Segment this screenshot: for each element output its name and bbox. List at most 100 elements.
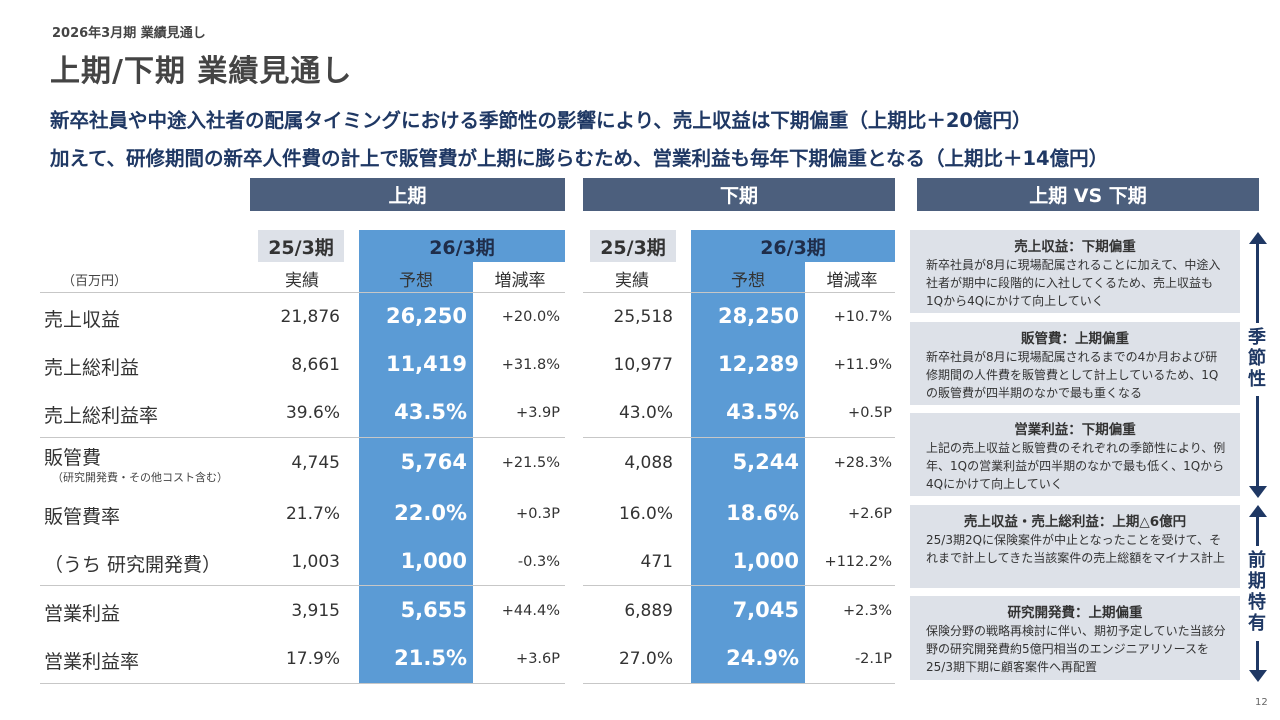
row-divider bbox=[40, 437, 565, 438]
cell-h1-forecast: 5,764 bbox=[400, 450, 467, 474]
cell-h2-forecast: 43.5% bbox=[726, 400, 799, 424]
side-label-special: 前期特有 bbox=[1248, 550, 1266, 634]
row-label: （うち 研究開発費） bbox=[44, 554, 222, 576]
comment-box-title: 研究開発費：上期偏重 bbox=[1007, 605, 1143, 621]
page-title: 上期/下期 業績見通し bbox=[50, 54, 353, 89]
cell-h1-forecast: 21.5% bbox=[394, 646, 467, 670]
cell-h1-forecast: 43.5% bbox=[394, 400, 467, 424]
comment-box-body: 保険分野の戦略再検討に伴い、期初予定していた当該分野の研究開発費約5億円相当のエ… bbox=[926, 624, 1226, 674]
cell-h2-forecast: 18.6% bbox=[726, 501, 799, 525]
col-head-h2-forecast: 予想 bbox=[731, 271, 765, 291]
comment-box-body: 25/3期2Qに保険案件が中止となったことを受けて、それまで計上してきた当該案件… bbox=[926, 533, 1226, 565]
row-label: 売上総利益率 bbox=[44, 405, 159, 427]
section-header-second-half: 下期 bbox=[583, 178, 895, 211]
row-sublabel: （研究開発費・その他コスト含む） bbox=[52, 471, 228, 484]
cell-h1-actual: 21.7% bbox=[285, 504, 340, 524]
cell-h2-change: +0.5P bbox=[848, 405, 892, 421]
cell-h2-change: -2.1P bbox=[854, 651, 892, 667]
cell-h2-change: +10.7% bbox=[833, 309, 892, 325]
section-header-compare: 上期 VS 下期 bbox=[917, 178, 1259, 211]
cell-h1-actual: 39.6% bbox=[285, 403, 340, 423]
cell-h2-actual: 10,977 bbox=[613, 355, 673, 375]
col-head-h2-actual: 実績 bbox=[615, 271, 649, 291]
cell-h1-actual: 21,876 bbox=[280, 307, 340, 327]
row-divider bbox=[40, 585, 565, 586]
year-header-h1-prev: 25/3期 bbox=[258, 230, 344, 262]
col-head-h1-forecast: 予想 bbox=[399, 271, 433, 291]
row-label: 営業利益率 bbox=[44, 651, 140, 673]
year-header-h2-curr: 26/3期 bbox=[691, 230, 895, 262]
cell-h2-actual: 16.0% bbox=[618, 504, 673, 524]
section-header-first-half: 上期 bbox=[250, 178, 565, 211]
cell-h2-forecast: 1,000 bbox=[732, 549, 799, 573]
col-head-h1-change: 増減率 bbox=[494, 271, 546, 291]
comment-box-special-revenue: 売上収益・売上総利益：上期△6億円 25/3期2Qに保険案件が中止となったことを… bbox=[910, 505, 1240, 588]
cell-h1-forecast: 5,655 bbox=[400, 598, 467, 622]
comment-box-body: 新卒社員が8月に現場配属されるまでの4か月および研修期間の人件費を販管費として計… bbox=[926, 350, 1219, 400]
cell-h2-change: +112.2% bbox=[824, 554, 892, 570]
lead-line-1: 新卒社員や中途入社者の配属タイミングにおける季節性の影響により、売上収益は下期偏… bbox=[50, 109, 1032, 132]
comment-box-body: 新卒社員が8月に現場配属されることに加えて、中途入社者が期中に段階的に入社してく… bbox=[926, 258, 1221, 308]
comment-box-revenue: 売上収益：下期偏重 新卒社員が8月に現場配属されることに加えて、中途入社者が期中… bbox=[910, 230, 1240, 313]
row-label: 売上総利益 bbox=[44, 357, 140, 379]
cell-h1-actual: 17.9% bbox=[285, 649, 340, 669]
cell-h1-change: -0.3% bbox=[517, 554, 560, 570]
comment-box-body: 上記の売上収益と販管費のそれぞれの季節性により、例年、1Qの営業利益が四半期のな… bbox=[926, 441, 1226, 491]
comment-box-sga: 販管費：上期偏重 新卒社員が8月に現場配属されるまでの4か月および研修期間の人件… bbox=[910, 322, 1240, 405]
row-divider bbox=[40, 683, 565, 684]
comment-box-title: 販管費：上期偏重 bbox=[1021, 331, 1129, 347]
cell-h2-forecast: 12,289 bbox=[717, 352, 799, 376]
cell-h1-forecast: 1,000 bbox=[400, 549, 467, 573]
cell-h2-change: +2.6P bbox=[848, 506, 892, 522]
cell-h1-forecast: 22.0% bbox=[394, 501, 467, 525]
arrow-up-icon bbox=[1249, 232, 1267, 244]
cell-h1-change: +44.4% bbox=[501, 603, 560, 619]
cell-h1-actual: 8,661 bbox=[291, 355, 340, 375]
cell-h2-forecast: 7,045 bbox=[732, 598, 799, 622]
cell-h2-actual: 27.0% bbox=[618, 649, 673, 669]
cell-h1-actual: 4,745 bbox=[291, 453, 340, 473]
cell-h1-actual: 3,915 bbox=[291, 601, 340, 621]
unit-label: （百万円） bbox=[62, 274, 128, 289]
cell-h2-actual: 4,088 bbox=[624, 453, 673, 473]
col-head-h1-actual: 実績 bbox=[285, 271, 319, 291]
row-label: 販管費 bbox=[44, 447, 102, 469]
bracket-line bbox=[1256, 516, 1259, 546]
row-label: 営業利益 bbox=[44, 603, 121, 625]
cell-h1-actual: 1,003 bbox=[291, 552, 340, 572]
comment-box-operating-profit: 営業利益：下期偏重 上記の売上収益と販管費のそれぞれの季節性により、例年、1Qの… bbox=[910, 413, 1240, 496]
row-divider bbox=[583, 292, 895, 293]
page-number: 12 bbox=[1255, 697, 1268, 708]
side-label-seasonal: 季節性 bbox=[1248, 327, 1266, 390]
row-divider bbox=[40, 292, 565, 293]
cell-h1-forecast: 11,419 bbox=[385, 352, 467, 376]
cell-h1-change: +3.9P bbox=[516, 405, 560, 421]
comment-box-title: 売上収益・売上総利益：上期△6億円 bbox=[963, 514, 1187, 530]
cell-h2-change: +28.3% bbox=[833, 455, 892, 471]
row-label: 販管費率 bbox=[44, 506, 121, 528]
row-divider bbox=[583, 585, 895, 586]
year-header-h2-prev: 25/3期 bbox=[590, 230, 676, 262]
lead-line-2: 加えて、研修期間の新卒人件費の計上で販管費が上期に膨らむため、営業利益も毎年下期… bbox=[50, 147, 1109, 170]
comment-box-special-rnd: 研究開発費：上期偏重 保険分野の戦略再検討に伴い、期初予定していた当該分野の研究… bbox=[910, 596, 1240, 680]
cell-h2-actual: 6,889 bbox=[624, 601, 673, 621]
cell-h2-forecast: 28,250 bbox=[717, 304, 799, 328]
cell-h2-actual: 471 bbox=[640, 552, 673, 572]
cell-h1-change: +31.8% bbox=[501, 357, 560, 373]
arrow-down-icon bbox=[1249, 486, 1267, 498]
cell-h2-change: +11.9% bbox=[833, 357, 892, 373]
arrow-down-icon bbox=[1249, 670, 1267, 682]
arrow-up-icon bbox=[1249, 505, 1267, 517]
bracket-line bbox=[1256, 396, 1259, 488]
cell-h2-forecast: 24.9% bbox=[726, 646, 799, 670]
row-divider bbox=[583, 683, 895, 684]
cell-h2-forecast: 5,244 bbox=[732, 450, 799, 474]
bracket-line bbox=[1256, 243, 1259, 323]
col-head-h2-change: 増減率 bbox=[826, 271, 878, 291]
bracket-line bbox=[1256, 641, 1259, 673]
forecast-column-h2 bbox=[691, 262, 805, 683]
cell-h1-forecast: 26,250 bbox=[385, 304, 467, 328]
cell-h2-change: +2.3% bbox=[843, 603, 892, 619]
pre-title: 2026年3月期 業績見通し bbox=[52, 26, 206, 41]
cell-h1-change: +3.6P bbox=[516, 651, 560, 667]
